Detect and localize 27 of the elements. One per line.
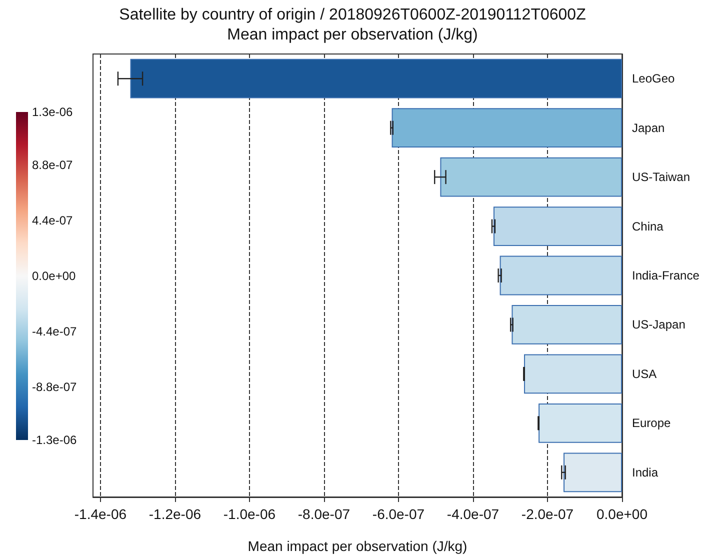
x-axis-title: Mean impact per observation (J/kg) (248, 538, 468, 554)
y-tick-label: US-Japan (632, 318, 686, 332)
x-tick-label: -6.0e-07 (372, 506, 425, 522)
y-tick-label: Europe (632, 416, 672, 430)
x-tick-label: -1.2e-06 (148, 506, 202, 522)
x-tick-label: -1.0e-06 (223, 506, 276, 522)
y-tick-label: US-Taiwan (632, 170, 690, 184)
y-tick-label: LeoGeo (632, 72, 676, 86)
y-tick-label: China (632, 219, 664, 234)
y-tick-label: India (632, 465, 658, 480)
color-bar-label: -1.3e-06 (32, 433, 78, 447)
color-bar-label: 8.8e-07 (32, 158, 74, 172)
y-tick-label: India-France (632, 268, 700, 282)
y-tick-label: Japan (632, 120, 665, 135)
x-tick-label: 0.0e+00 (596, 506, 648, 522)
y-tick-label: USA (632, 366, 657, 381)
x-tick-label: -8.0e-07 (298, 506, 350, 522)
x-tick-label: -2.0e-07 (521, 506, 574, 522)
color-bar-label: 1.3e-06 (32, 105, 74, 119)
x-tick-label: -4.0e-07 (446, 506, 500, 522)
chart-subtitle: Mean impact per observation (J/kg) (227, 26, 478, 44)
chart-title: Satellite by country of origin / 20180926T0600Z-20190112T0600Z (119, 6, 586, 24)
color-bar-label: -4.4e-07 (32, 324, 78, 339)
color-bar-label: -8.8e-07 (32, 380, 78, 394)
color-bar-label: 4.4e-07 (32, 213, 74, 228)
color-bar-label: 0.0e+00 (32, 269, 76, 283)
x-tick-label: -1.4e-06 (74, 506, 127, 522)
